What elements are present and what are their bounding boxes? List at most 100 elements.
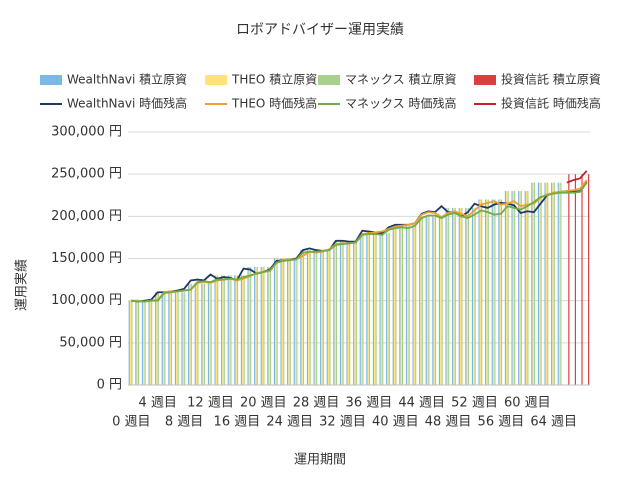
bar (347, 241, 349, 385)
bar (524, 191, 526, 385)
bar (135, 300, 137, 385)
bar (260, 266, 262, 385)
bar (419, 216, 421, 385)
bar (506, 191, 508, 385)
bar (181, 292, 183, 385)
bar (454, 207, 456, 385)
bar (362, 233, 364, 385)
bar (491, 199, 493, 385)
bar (255, 266, 257, 385)
bar (273, 258, 276, 385)
bar (395, 224, 397, 385)
bar (151, 300, 153, 385)
bar (478, 199, 480, 385)
bar (306, 250, 309, 385)
bar (177, 292, 179, 385)
y-tick-label: 50,000 円 (59, 335, 122, 350)
bar (341, 241, 343, 385)
bar (230, 275, 232, 385)
bar (308, 250, 310, 385)
bar (293, 258, 295, 385)
x-tick-label: 12 週目 (187, 396, 234, 411)
bar (433, 216, 435, 385)
bar (459, 207, 462, 385)
legend-label: 投資信託 時価残高 (501, 96, 601, 111)
bar (445, 207, 447, 385)
bar (354, 241, 356, 385)
bar (223, 275, 225, 385)
bar (461, 207, 463, 385)
bar (161, 292, 163, 385)
bar (201, 283, 203, 385)
bar (190, 283, 192, 385)
x-tick-label: 24 週目 (266, 415, 313, 430)
x-tick-label: 40 週目 (372, 415, 419, 430)
bar (322, 250, 324, 385)
x-tick-label: 0 週目 (112, 415, 150, 430)
bar (428, 216, 430, 385)
x-tick-label: 44 週目 (398, 396, 445, 411)
bar (197, 283, 199, 385)
bar (466, 207, 468, 385)
bar (176, 292, 178, 385)
bar (487, 199, 489, 385)
bar (329, 250, 331, 385)
line (566, 170, 588, 184)
bar (235, 275, 237, 385)
legend-swatch (40, 75, 62, 85)
bar (313, 250, 315, 385)
legend-label: THEO 時価残高 (231, 96, 317, 111)
bar (481, 199, 483, 385)
bar (401, 224, 404, 385)
bar (300, 250, 302, 385)
bar (342, 241, 344, 385)
bar (441, 216, 443, 385)
x-axis-title: 運用期間 (294, 453, 346, 468)
bar (242, 275, 244, 385)
bar (221, 275, 223, 385)
bar (194, 283, 196, 385)
bar (388, 233, 390, 385)
bar (412, 224, 414, 385)
y-tick-label: 100,000 円 (51, 293, 122, 308)
bar (498, 199, 500, 385)
bar (474, 207, 476, 385)
bar (520, 191, 522, 385)
bar (380, 233, 382, 385)
x-tick-label: 52 週目 (451, 396, 498, 411)
bar (368, 233, 371, 385)
bar (492, 199, 495, 385)
y-tick-label: 200,000 円 (51, 209, 122, 224)
bar (321, 250, 323, 385)
bar (170, 292, 173, 385)
bar (335, 241, 338, 385)
bar (174, 292, 177, 385)
bar (316, 250, 318, 385)
bar (215, 275, 217, 385)
y-tick-label: 300,000 円 (51, 125, 122, 140)
bar (334, 241, 336, 385)
bar (234, 275, 236, 385)
bar (247, 266, 249, 385)
bar (458, 207, 460, 385)
bar (236, 275, 239, 385)
bar (169, 292, 171, 385)
bar (387, 233, 389, 385)
bar (162, 292, 165, 385)
bar (386, 233, 388, 385)
bar (533, 182, 536, 385)
bar (217, 275, 219, 385)
bar (131, 300, 133, 385)
bar (448, 207, 450, 385)
bar (465, 207, 467, 385)
bar (446, 207, 448, 385)
bar (532, 182, 534, 385)
bar (531, 182, 533, 385)
bar (494, 199, 496, 385)
bar (144, 300, 146, 385)
bar (168, 292, 170, 385)
bar (207, 283, 210, 385)
bar (136, 300, 138, 385)
legend-label: マネックス 時価残高 (345, 96, 456, 111)
bar (473, 207, 475, 385)
